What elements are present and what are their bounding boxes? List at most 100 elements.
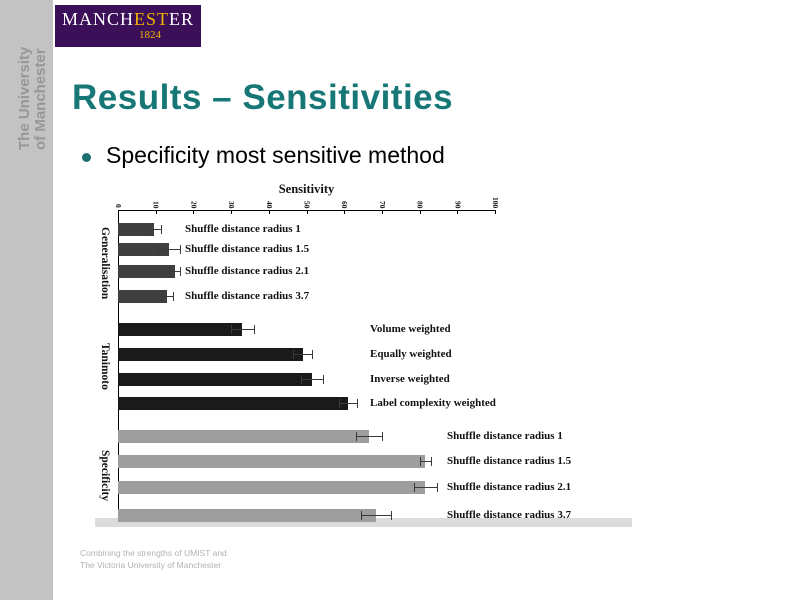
error-bar	[300, 379, 324, 380]
x-axis-tick	[306, 210, 308, 214]
established-year: 1824	[139, 29, 161, 41]
wordmark-accent: EST	[133, 9, 169, 29]
error-bar-cap-right	[323, 375, 325, 384]
x-axis-tick	[118, 210, 119, 214]
bullet-text: Specificity most sensitive method	[106, 142, 445, 168]
x-axis-tick	[495, 210, 496, 214]
error-bar-cap-left	[419, 457, 421, 466]
x-axis-tick-label: 40	[264, 200, 274, 209]
chart-title: Sensitivity	[278, 182, 335, 196]
x-axis-tick	[419, 210, 421, 214]
bar-label: Shuffle distance radius 2.1	[447, 481, 572, 493]
error-bar-cap-left	[168, 267, 170, 276]
bar-label: Volume weighted	[370, 323, 451, 335]
error-bar	[168, 271, 181, 272]
error-bar-cap-left	[361, 511, 363, 520]
error-bar	[157, 249, 181, 250]
error-bar	[338, 403, 358, 404]
error-bar-cap-left	[355, 432, 357, 441]
bar-generalisation	[118, 243, 169, 256]
error-bar	[293, 354, 313, 355]
error-bar	[419, 461, 431, 462]
bar-tanimoto	[118, 397, 348, 410]
error-bar-cap-right	[180, 267, 182, 276]
wordmark-suffix: ER	[169, 9, 195, 29]
bullet-icon	[82, 152, 91, 162]
group-label-generalisation: Generalisation	[99, 226, 111, 300]
error-bar	[231, 329, 254, 330]
x-axis-tick-label: 10	[151, 200, 161, 209]
x-axis-tick-label: 90	[453, 200, 463, 209]
group-label-specificity: Specificity	[99, 450, 111, 502]
bar-label: Shuffle distance radius 1.5	[185, 243, 310, 255]
bar-specificity	[118, 430, 369, 443]
bar-label: Equally weighted	[370, 348, 452, 360]
x-axis-tick	[344, 210, 346, 214]
wordmark-prefix: MANCH	[61, 9, 134, 29]
x-axis-tick	[268, 210, 270, 214]
footer-line2: The Victoria University of Manchester	[80, 560, 222, 570]
bar-tanimoto	[118, 323, 243, 336]
bar-tanimoto	[118, 348, 303, 361]
error-bar-cap-right	[391, 511, 393, 520]
x-axis-tick	[155, 210, 157, 214]
x-axis-tick-label: 20	[189, 200, 199, 209]
bar-label: Shuffle distance radius 1	[185, 223, 301, 235]
bar-label: Shuffle distance radius 1.5	[447, 455, 572, 467]
bar-label: Shuffle distance radius 2.1	[185, 265, 310, 277]
university-wordmark-line1: The University	[16, 46, 33, 150]
bar-label: Shuffle distance radius 1	[447, 430, 563, 442]
error-bar	[361, 515, 392, 516]
error-bar-cap-right	[180, 245, 182, 254]
sidebar: The University of Manchester	[0, 0, 53, 600]
slide-title: Results – Sensitivities	[72, 78, 454, 117]
group-label-tanimoto: Tanimoto	[99, 343, 111, 390]
x-axis-tick	[381, 210, 383, 214]
bar-tanimoto	[118, 373, 313, 386]
x-axis-tick	[231, 210, 233, 214]
error-bar-cap-left	[300, 375, 302, 384]
x-axis-tick-label: 100	[491, 196, 500, 208]
error-bar-cap-right	[381, 432, 383, 441]
error-bar	[146, 229, 162, 230]
bar-specificity	[118, 481, 426, 494]
x-axis-tick-label: 80	[415, 200, 425, 209]
x-axis-tick	[193, 210, 195, 214]
error-bar	[413, 487, 437, 488]
error-bar-cap-left	[293, 350, 295, 359]
bar-label: Shuffle distance radius 3.7	[447, 509, 572, 521]
x-axis-tick-label: 50	[302, 200, 312, 209]
footer-line1: Combining the strengths of UMIST and	[80, 548, 227, 558]
error-bar-cap-right	[357, 399, 359, 408]
footer-tagline: Combining the strengths of UMIST and The…	[80, 547, 227, 571]
manchester-logo-banner: MANCHESTER 1824	[55, 5, 201, 47]
error-bar-cap-right	[161, 225, 163, 234]
error-bar-cap-right	[436, 483, 438, 492]
error-bar-cap-right	[312, 350, 314, 359]
bullet-item: Specificity most sensitive method	[82, 142, 445, 169]
bar-specificity	[118, 455, 426, 468]
error-bar-cap-right	[172, 292, 174, 301]
bar-label: Label complexity weighted	[370, 397, 496, 409]
university-wordmark-line2: of Manchester	[32, 48, 49, 150]
error-bar	[355, 436, 382, 437]
error-bar	[161, 296, 173, 297]
bar-specificity	[118, 509, 377, 522]
x-axis-tick-label: 30	[227, 200, 237, 209]
manchester-wordmark: MANCHESTER	[55, 10, 201, 29]
x-axis-tick-label: 0	[114, 204, 123, 208]
bar-generalisation	[118, 265, 175, 278]
error-bar-cap-left	[413, 483, 415, 492]
error-bar-cap-left	[231, 325, 233, 334]
error-bar-cap-left	[338, 399, 340, 408]
x-axis-tick-label: 60	[340, 200, 350, 209]
bar-generalisation	[118, 223, 154, 236]
x-axis-tick-label: 70	[377, 200, 387, 209]
y-axis-line	[118, 210, 119, 525]
error-bar-cap-right	[253, 325, 255, 334]
error-bar-cap-left	[157, 245, 159, 254]
university-vertical-wordmark: The University of Manchester	[16, 46, 49, 150]
bar-label: Shuffle distance radius 3.7	[185, 290, 310, 302]
error-bar-cap-left	[161, 292, 163, 301]
